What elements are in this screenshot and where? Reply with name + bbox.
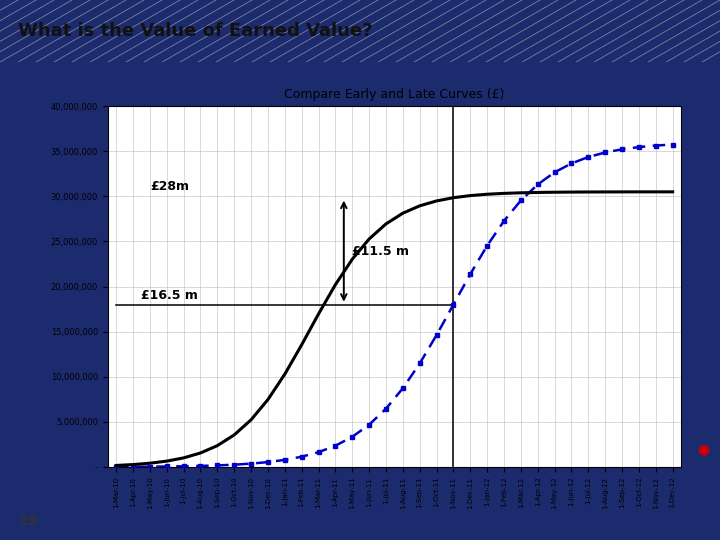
Text: £28m: £28m [150,180,189,193]
Text: ●: ● [698,442,710,456]
Text: 19: 19 [18,514,37,528]
Text: £16.5 m: £16.5 m [141,289,198,302]
Text: What is the Value of Earned Value?: What is the Value of Earned Value? [18,22,372,40]
Title: Compare Early and Late Curves (£): Compare Early and Late Curves (£) [284,88,505,101]
Text: £11.5 m: £11.5 m [352,245,409,258]
